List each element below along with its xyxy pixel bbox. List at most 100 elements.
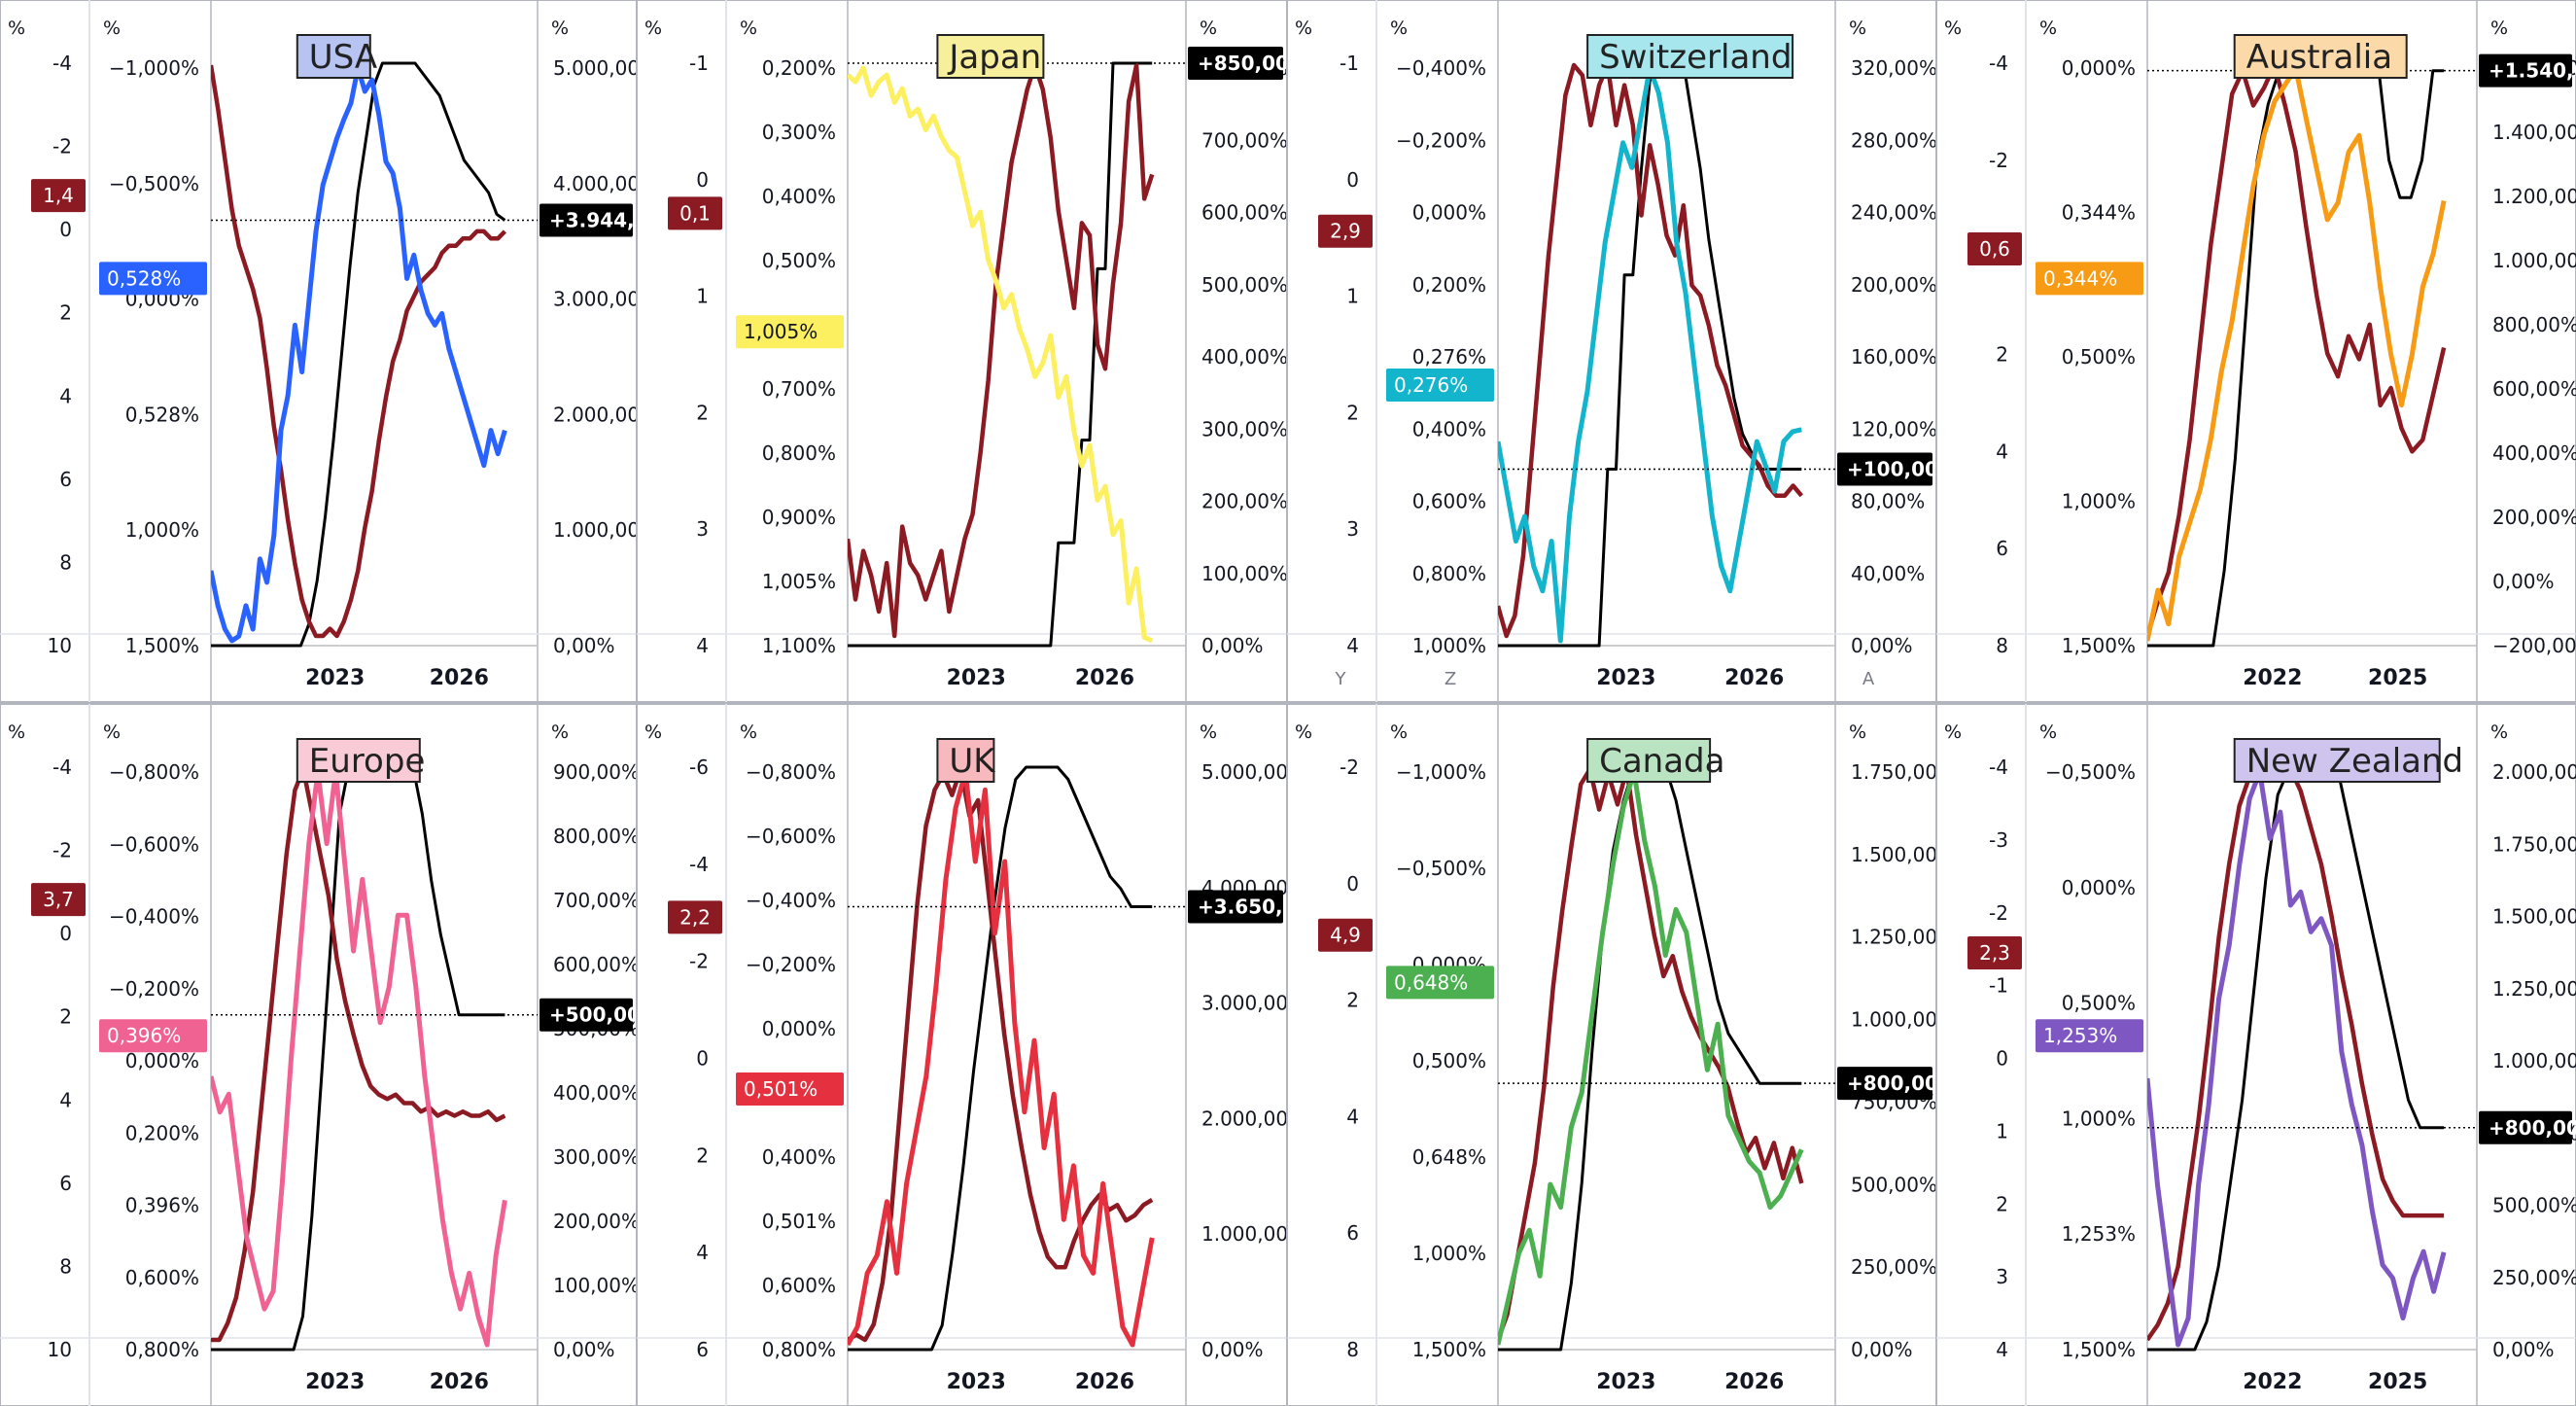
left-axis-tick: 3	[1996, 1265, 2008, 1288]
country-title-text: Canada	[1599, 742, 1724, 781]
left-axis-tick: -2	[1989, 901, 2008, 925]
cumulative-rate-line	[848, 61, 1153, 648]
pane-frame	[1286, 703, 1937, 1406]
axis-unit-label: %	[1295, 18, 1312, 39]
pane-europe: %% % -4 -2 0 2 4 6 8 10 −0,800% −0,600% −0,400% −0,20…	[0, 703, 660, 1406]
mid-axis-tick: 0,200%	[762, 56, 836, 80]
x-axis-tick: 2025	[2368, 666, 2427, 690]
country-title-text: New Zealand	[2246, 742, 2463, 781]
left-axis-tick: -4	[52, 52, 72, 75]
mid-axis-tick: −0,200%	[109, 977, 199, 1001]
country-title: Canada	[1586, 738, 1724, 783]
mid-axis-tick: 0,400%	[762, 185, 836, 208]
left-axis-tick: 1	[1996, 1119, 2008, 1142]
left-axis-tick: 0	[696, 168, 709, 192]
left-axis-tick: 0	[1346, 872, 1359, 896]
left-axis-tick: -2	[52, 135, 72, 158]
x-axis-tick: 2023	[1596, 666, 1655, 690]
pane-switzerland: %% % -1 0 1 2 3 4 −0,400% −0,200% 0,000% 0,200% 0,27…	[1286, 0, 1958, 703]
mid-axis-tick: −0,600%	[109, 832, 199, 856]
x-axis-tick: 2023	[947, 1370, 1006, 1394]
pane-frame	[1935, 0, 2576, 703]
right-axis-tick: 500,00%	[1851, 1173, 1937, 1196]
mid-axis-tick: 0,800%	[1412, 562, 1486, 585]
axis-unit-label: %	[1944, 18, 1962, 39]
mid-axis-tick: 1,000%	[2062, 1107, 2136, 1130]
mid-badge-text: 0,501%	[744, 1077, 818, 1101]
x-axis-tick: 2026	[1724, 666, 1784, 690]
left-axis-tick: 2	[696, 1143, 709, 1167]
left-axis-tick: 4	[1996, 1338, 2008, 1361]
left-axis-tick: 4	[59, 384, 72, 407]
yield-line	[1498, 769, 1804, 1346]
right-axis-tick: 0,00%	[2492, 1338, 2555, 1361]
mid-axis-tick: 0,800%	[762, 441, 836, 465]
mid-axis-tick: 0,500%	[2062, 992, 2136, 1015]
mid-axis-tick: −1,000%	[109, 56, 199, 80]
mid-axis-tick: −0,500%	[2045, 760, 2136, 784]
x-axis-tick: 2023	[305, 666, 365, 690]
x-axis-tick: 2022	[2243, 1370, 2302, 1394]
mid-value-badge: 1,005%	[736, 315, 844, 349]
right-badge-text: +1.540,00%	[2489, 59, 2576, 83]
mid-axis-tick: 0,600%	[762, 1274, 836, 1297]
mid-axis-tick: 1,500%	[2062, 1338, 2136, 1361]
left-axis-tick: -3	[1989, 828, 2008, 852]
right-axis-tick: 200,00%	[2492, 506, 2576, 529]
mid-axis-tick: 0,900%	[762, 506, 836, 529]
right-axis-tick: 200,00%	[1851, 273, 1937, 297]
country-title: Australia	[2233, 34, 2408, 79]
pane-control-label: A	[1862, 669, 1875, 689]
x-axis-tick: 2023	[305, 1370, 365, 1394]
x-axis-tick: 2026	[430, 1370, 489, 1394]
right-axis-tick: 400,00%	[2492, 441, 2576, 465]
country-title-text: USA	[309, 38, 377, 77]
left-axis-tick: -4	[689, 853, 709, 876]
mid-axis-tick: 1,100%	[762, 634, 836, 657]
mid-axis-tick: −0,800%	[746, 760, 836, 784]
mid-axis-tick: 1,500%	[125, 634, 199, 657]
left-axis-tick: -6	[689, 756, 709, 779]
axis-unit-label: %	[1295, 721, 1312, 743]
axis-unit-label: %	[1390, 721, 1408, 743]
left-value-badge: 1,4	[31, 179, 86, 213]
right-axis-tick: 700,00%	[553, 889, 640, 912]
left-axis-tick: -1	[689, 52, 709, 75]
axis-unit-label: %	[2490, 18, 2508, 39]
inflation-line	[1498, 62, 1804, 639]
left-axis-tick: 8	[59, 550, 72, 574]
right-axis-tick: 1.250,00%	[2492, 977, 2576, 1001]
left-axis-tick: -1	[1989, 974, 2008, 998]
left-axis-tick: 0	[59, 218, 72, 241]
pane-usa: %% %-4-20246810−1,000%−0,500%0,000%0,528%…	[0, 0, 681, 703]
left-axis-tick: 1	[696, 285, 709, 308]
mid-axis-tick: 0,300%	[762, 121, 836, 144]
left-value-badge: 2,2	[668, 900, 722, 934]
right-axis-tick: 120,00%	[1851, 417, 1937, 440]
axis-unit-label: %	[1200, 721, 1217, 743]
mid-badge-text: 0,648%	[1394, 970, 1468, 994]
axis-unit-label: %	[740, 18, 757, 39]
mid-axis-tick: 0,600%	[125, 1266, 199, 1289]
mid-axis-tick: −0,800%	[109, 760, 199, 784]
right-axis-tick: 0,00%	[1851, 1338, 1913, 1361]
left-value-badge: 2,3	[1967, 935, 2022, 969]
yield-line	[848, 769, 1155, 1348]
right-axis-tick: 280,00%	[1851, 128, 1937, 152]
x-axis-tick: 2026	[1075, 666, 1134, 690]
right-axis-tick: 500,00%	[1201, 273, 1288, 297]
left-badge-text: 3,7	[43, 888, 74, 911]
left-axis-tick: 8	[1996, 634, 2008, 657]
mid-value-badge: 0,344%	[2036, 262, 2143, 296]
mid-axis-tick: 0,400%	[1412, 417, 1486, 440]
axis-unit-label: %	[1390, 18, 1408, 39]
left-axis-tick: 4	[59, 1088, 72, 1111]
mid-axis-tick: −1,000%	[1396, 760, 1486, 784]
mid-badge-text: 0,344%	[2043, 266, 2117, 290]
axis-unit-label: %	[740, 721, 757, 743]
left-badge-text: 2,9	[1330, 220, 1361, 243]
right-axis-tick: 1.400,00%	[2492, 121, 2576, 144]
axis-unit-label: %	[103, 18, 121, 39]
x-axis-tick: 2026	[1724, 1370, 1784, 1394]
left-axis-tick: 4	[1346, 634, 1359, 657]
